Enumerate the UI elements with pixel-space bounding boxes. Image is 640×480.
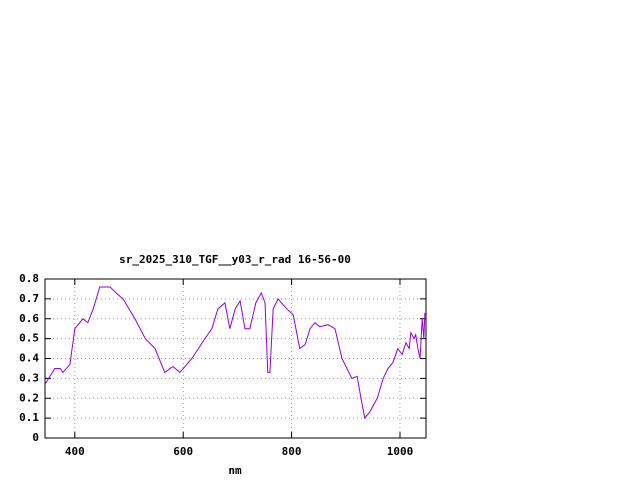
x-tick-label: 600 [173, 445, 193, 458]
x-tick-label: 800 [282, 445, 302, 458]
y-tick-label: 0 [32, 431, 39, 444]
y-tick-label: 0.7 [19, 292, 39, 305]
plot-border [44, 278, 427, 439]
y-tick-label: 0.2 [19, 391, 39, 404]
y-tick-label: 0.8 [19, 272, 39, 285]
chart-title: sr_2025_310_TGF__y03_r_rad 16-56-00 [119, 253, 351, 266]
y-tick-label: 0.4 [19, 352, 39, 365]
y-tick-label: 0.1 [19, 411, 39, 424]
x-tick-label: 1000 [387, 445, 414, 458]
y-tick-label: 0.6 [19, 312, 39, 325]
y-tick-label: 0.5 [19, 332, 39, 345]
x-axis-label: nm [228, 464, 242, 477]
data-line [44, 286, 426, 420]
y-tick-label: 0.3 [19, 371, 39, 384]
x-tick-label: 400 [65, 445, 85, 458]
